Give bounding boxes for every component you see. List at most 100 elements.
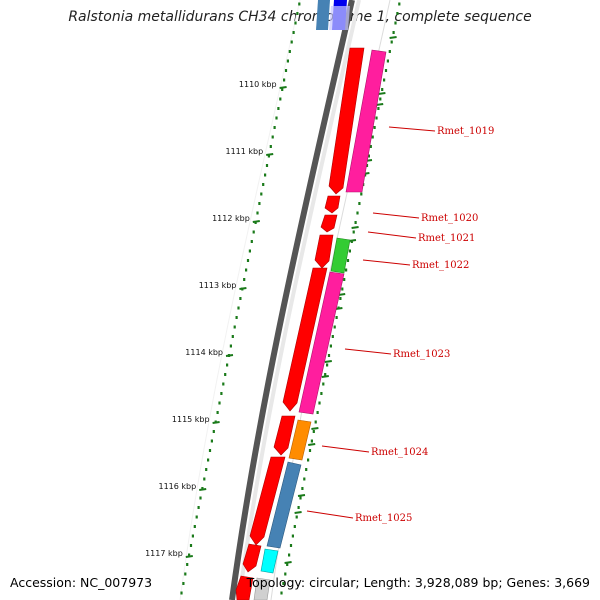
ring-dot bbox=[265, 164, 269, 167]
ring-dot bbox=[212, 430, 215, 433]
cds-feature bbox=[316, 0, 330, 30]
gene-label: Rmet_1020 bbox=[421, 213, 478, 224]
cds-rmet-1022 bbox=[314, 234, 334, 269]
ring-dot bbox=[182, 582, 185, 585]
ring-dot bbox=[258, 202, 261, 205]
ring-dot bbox=[286, 563, 289, 566]
ring-dot bbox=[279, 97, 282, 101]
ring-dot bbox=[281, 88, 284, 91]
ring-dot bbox=[320, 392, 323, 395]
ring-dot bbox=[318, 401, 321, 405]
ring-dot bbox=[394, 21, 397, 25]
kbp-tick-outer bbox=[378, 92, 386, 95]
ring-dot bbox=[195, 515, 198, 519]
kbp-tick bbox=[185, 555, 193, 558]
ring-dot bbox=[386, 59, 389, 63]
ring-dot bbox=[356, 211, 359, 215]
ring-dot bbox=[188, 553, 191, 557]
ring-dot bbox=[288, 553, 291, 557]
ring-dot bbox=[331, 335, 334, 338]
cds-rmet-1023 bbox=[282, 267, 328, 412]
ring-dot bbox=[383, 78, 386, 82]
ring-dot bbox=[375, 116, 378, 120]
ring-dot bbox=[207, 458, 210, 462]
ring-dot bbox=[365, 164, 369, 167]
ring-dot bbox=[224, 373, 227, 376]
ring-dot bbox=[307, 458, 310, 462]
cog-rmet-1025 bbox=[266, 461, 302, 549]
ring-dot bbox=[339, 297, 342, 300]
cds-feature bbox=[329, 6, 350, 30]
kbp-tick-outer bbox=[311, 427, 319, 430]
ring-dot bbox=[396, 12, 399, 15]
kbp-label: 1117 kbp bbox=[145, 549, 183, 558]
ring-dot bbox=[220, 392, 223, 395]
cds-rmet-1019 bbox=[328, 47, 365, 195]
ring-dot bbox=[290, 40, 293, 44]
ring-dot bbox=[243, 278, 246, 281]
ring-dot bbox=[322, 382, 325, 386]
ring-dot bbox=[373, 126, 376, 129]
ring-dot bbox=[327, 354, 331, 357]
ring-dot bbox=[267, 154, 270, 158]
backbone-shadow bbox=[229, 0, 355, 600]
ring-dot bbox=[358, 202, 361, 205]
ring-dot bbox=[352, 230, 355, 234]
ring-dot bbox=[280, 591, 283, 595]
inner-track-outline bbox=[179, 0, 301, 600]
ring-dot bbox=[229, 344, 232, 348]
ring-dot bbox=[312, 430, 315, 433]
minor-tick bbox=[348, 239, 357, 242]
ring-dot bbox=[310, 439, 313, 443]
kbp-tick-outer bbox=[297, 494, 306, 497]
ring-dot bbox=[377, 107, 380, 110]
ring-dot bbox=[210, 439, 213, 443]
minor-tick bbox=[376, 103, 384, 106]
ring-dot bbox=[354, 221, 357, 224]
gene-label: Rmet_1019 bbox=[437, 126, 494, 137]
ring-dot bbox=[226, 363, 229, 367]
leader-line bbox=[306, 510, 354, 519]
kbp-tick-outer bbox=[324, 360, 332, 363]
cds-rmet-1021 bbox=[320, 214, 338, 233]
kbp-label: 1110 kbp bbox=[239, 80, 277, 89]
gene-label: Rmet_1025 bbox=[355, 513, 412, 524]
minor-tick bbox=[389, 36, 397, 39]
ring-dot bbox=[324, 373, 327, 376]
ring-dot bbox=[308, 449, 312, 452]
kbp-label: 1112 kbp bbox=[212, 214, 250, 223]
ring-dot bbox=[284, 572, 287, 576]
ring-dot bbox=[184, 572, 187, 576]
ring-dot bbox=[345, 268, 348, 272]
ring-dot bbox=[193, 525, 196, 528]
ring-dot bbox=[288, 50, 291, 53]
ring-dot bbox=[333, 325, 336, 329]
ring-dot bbox=[271, 135, 274, 139]
ring-dot bbox=[384, 69, 388, 72]
ring-dot bbox=[252, 230, 255, 234]
ring-dot bbox=[299, 496, 302, 500]
ring-dot bbox=[294, 21, 297, 25]
ring-dot bbox=[388, 50, 391, 53]
leader-line bbox=[367, 231, 417, 239]
cds-rmet-1020 bbox=[324, 195, 341, 214]
backbone-highlight bbox=[237, 0, 361, 600]
kbp-tick bbox=[252, 220, 260, 223]
kbp-tick bbox=[199, 488, 207, 491]
ring-dot bbox=[348, 249, 351, 253]
ring-dot bbox=[295, 515, 298, 519]
map-title: Ralstonia metallidurans CH34 chromosome … bbox=[68, 9, 532, 25]
kbp-tick bbox=[212, 421, 220, 424]
ring-dot bbox=[273, 126, 276, 129]
ring-dot bbox=[277, 107, 280, 110]
ring-dot bbox=[275, 116, 278, 120]
gene-labels: Rmet_1019 Rmet_1020 Rmet_1021 Rmet_1022 Rmet… bbox=[355, 126, 494, 524]
ring-dot bbox=[191, 534, 194, 538]
ring-dot bbox=[346, 259, 350, 262]
ring-dot bbox=[392, 31, 395, 34]
leader-line bbox=[372, 212, 420, 219]
cog-rmet-1024 bbox=[288, 419, 312, 461]
ring-dot bbox=[264, 173, 267, 177]
